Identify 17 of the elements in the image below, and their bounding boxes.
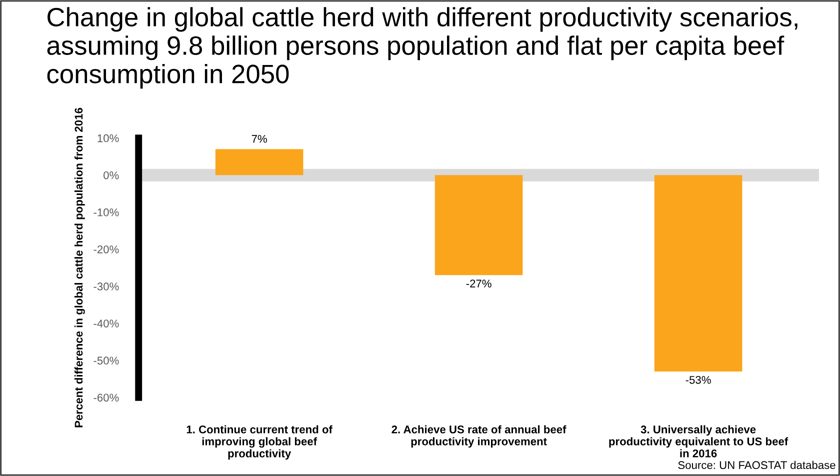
data-label: -53% (686, 376, 711, 384)
y-tick-label: -20% (94, 245, 119, 254)
x-tick-label: 3. Universally achieve productivity equivalent to US beef in 2016 (609, 425, 788, 458)
y-tick-label: -30% (94, 282, 119, 290)
data-label: -27% (466, 280, 492, 288)
y-tick-label: 10% (98, 134, 119, 142)
y-tick-label: -10% (94, 208, 119, 216)
y-axis-title: Percent difference in global cattle herd population from 2016 (74, 108, 85, 428)
y-tick-label: -40% (94, 320, 119, 328)
chart-title: Change in global cattle herd with different productivity scenarios, assuming 9.8 billion persons population and flat per capita beef consumption in 2050 (47, 7, 798, 89)
source-note: Source: UN FAOSTAT database (678, 460, 836, 470)
data-label: 7% (252, 134, 267, 143)
y-tick-label: 0% (104, 171, 119, 180)
x-tick-label: 1. Continue current trend of improving global beef productivity (186, 425, 332, 460)
y-tick-label: -60% (94, 394, 119, 402)
y-tick-label: -50% (94, 356, 119, 365)
x-tick-label: 2. Achieve US rate of annual beef productivity improvement (392, 425, 566, 448)
